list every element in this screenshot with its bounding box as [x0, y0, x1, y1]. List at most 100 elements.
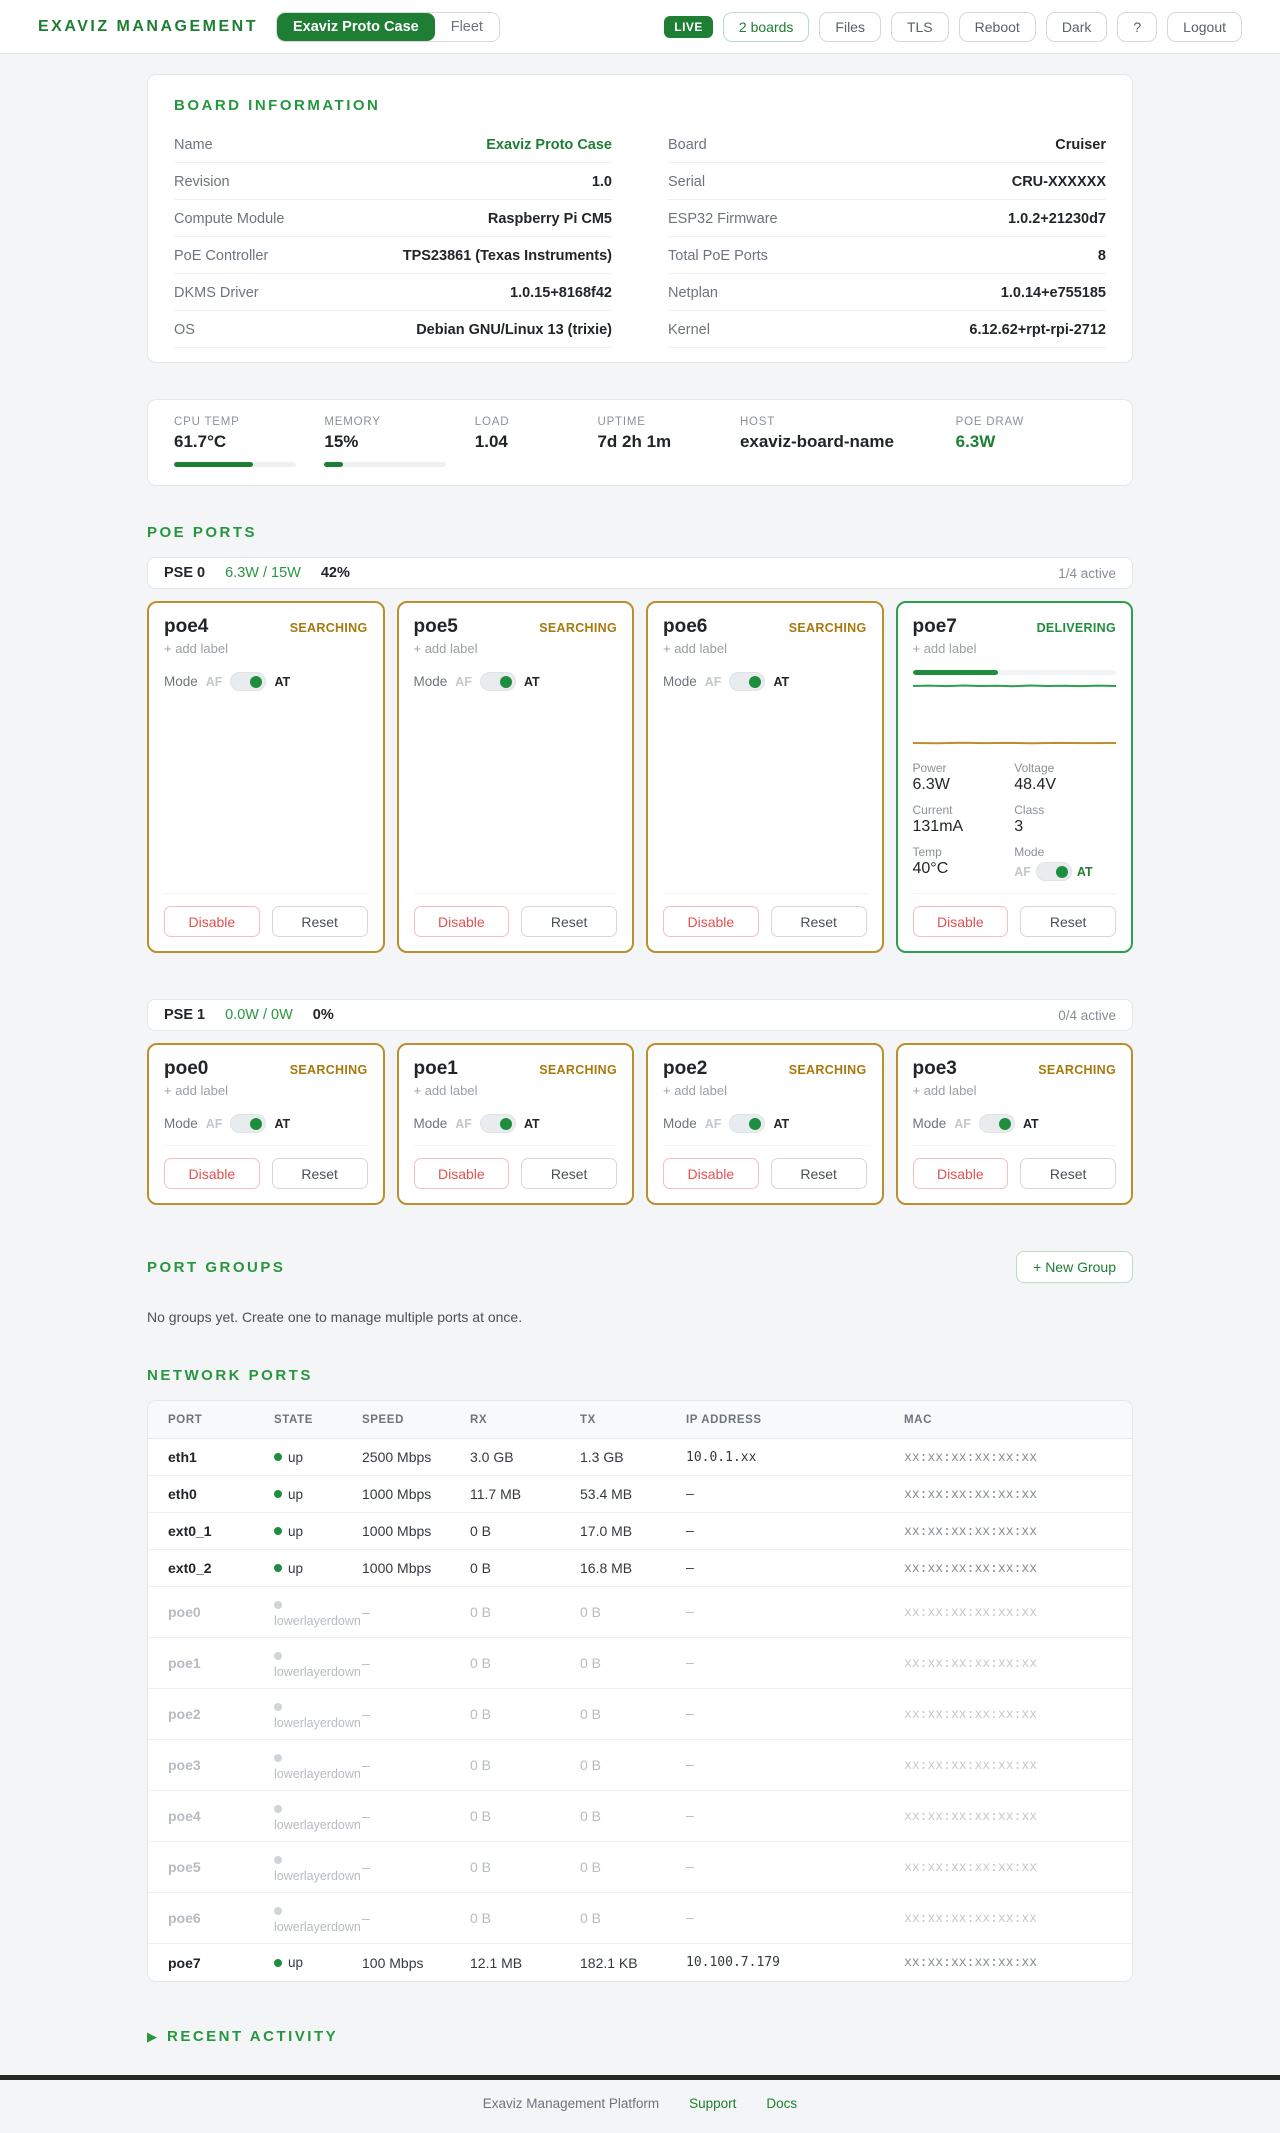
disable-button[interactable]: Disable: [663, 906, 759, 937]
reset-button[interactable]: Reset: [770, 906, 867, 937]
mode-toggle[interactable]: [1035, 862, 1072, 881]
tx-cell: 1.3 GB: [580, 1449, 624, 1465]
port-cell: ext0_1: [168, 1523, 212, 1539]
ip-cell: –: [686, 1706, 694, 1722]
reset-button[interactable]: Reset: [271, 1158, 368, 1189]
mode-toggle[interactable]: [479, 1114, 516, 1133]
support-link[interactable]: Support: [689, 2096, 737, 2111]
mode-toggle[interactable]: [479, 672, 516, 691]
disable-button[interactable]: Disable: [164, 1158, 260, 1189]
disable-button[interactable]: Disable: [912, 1158, 1009, 1189]
power-sparkline: [912, 684, 1116, 688]
help-button[interactable]: ?: [1117, 11, 1158, 42]
reset-button[interactable]: Reset: [521, 1158, 617, 1189]
mac-cell: xx:xx:xx:xx:xx:xx: [904, 1859, 1038, 1875]
port-card-poe1: poe1 SEARCHING + add label Mode AF AT Di…: [396, 1043, 634, 1205]
mac-cell: xx:xx:xx:xx:xx:xx: [904, 1910, 1038, 1926]
add-label-button[interactable]: + add label: [663, 641, 727, 656]
pse-name: PSE 1: [164, 1007, 206, 1023]
reset-button[interactable]: Reset: [271, 906, 368, 937]
disable-button[interactable]: Disable: [912, 906, 1009, 937]
stat-value: exaviz-board-name: [739, 432, 894, 451]
add-label-button[interactable]: + add label: [663, 1083, 727, 1098]
mac-cell: xx:xx:xx:xx:xx:xx: [904, 1560, 1038, 1576]
logout-button[interactable]: Logout: [1167, 11, 1242, 42]
stat-memory: MEMORY 15%: [324, 416, 474, 467]
tab-fleet[interactable]: Fleet: [434, 12, 499, 41]
add-label-button[interactable]: + add label: [912, 1083, 977, 1098]
network-ports-title: NETWORK PORTS: [147, 1367, 313, 1384]
add-label-button[interactable]: + add label: [164, 1083, 228, 1098]
info-row: OS Debian GNU/Linux 13 (trixie): [174, 311, 612, 348]
info-value: 1.0.2+21230d7: [1008, 211, 1106, 227]
info-value: Exaviz Proto Case: [486, 137, 612, 153]
state-cell: up: [274, 1450, 362, 1465]
mode-toggle[interactable]: [729, 1114, 766, 1133]
reset-button[interactable]: Reset: [521, 906, 617, 937]
boards-button[interactable]: 2 boards: [722, 11, 810, 42]
tab-exaviz-proto-case[interactable]: Exaviz Proto Case: [276, 12, 435, 41]
col-ip: IP ADDRESS: [686, 1413, 762, 1426]
disable-button[interactable]: Disable: [413, 1158, 510, 1189]
ip-cell: –: [686, 1604, 694, 1620]
tx-cell: 182.1 KB: [580, 1954, 638, 1971]
table-row-poe5: poe5 lowerlayerdown – 0 B 0 B – xx:xx:xx…: [148, 1842, 1132, 1893]
stat-value: 1.04: [474, 432, 508, 451]
reset-button[interactable]: Reset: [1020, 1158, 1116, 1189]
info-value: Cruiser: [1055, 137, 1106, 153]
add-label-button[interactable]: + add label: [413, 1083, 478, 1098]
pse-active-count: 0/4 active: [1058, 1007, 1116, 1023]
mode-toggle[interactable]: [978, 1114, 1015, 1133]
info-value: CRU-XXXXXX: [1011, 174, 1106, 190]
at-label: AT: [274, 1116, 291, 1131]
stat-label: Current: [912, 803, 953, 817]
table-row-poe1: poe1 lowerlayerdown – 0 B 0 B – xx:xx:xx…: [148, 1638, 1132, 1689]
add-label-button[interactable]: + add label: [912, 641, 977, 656]
ip-cell: –: [686, 1655, 694, 1671]
mode-label: Mode: [663, 674, 697, 689]
stat-value: 15%: [324, 432, 359, 451]
tx-cell: 0 B: [580, 1604, 602, 1620]
port-status: SEARCHING: [289, 621, 368, 635]
add-label-button[interactable]: + add label: [164, 641, 228, 656]
reboot-button[interactable]: Reboot: [958, 11, 1036, 42]
main-content: BOARD INFORMATION Name Exaviz Proto Case…: [147, 54, 1133, 2075]
state-cell: lowerlayerdown: [274, 1849, 362, 1884]
files-button[interactable]: Files: [819, 11, 881, 42]
disable-button[interactable]: Disable: [413, 906, 510, 937]
add-label-button[interactable]: + add label: [413, 641, 478, 656]
mode-toggle[interactable]: [729, 672, 766, 691]
mode-toggle[interactable]: [230, 1114, 267, 1133]
docs-link[interactable]: Docs: [766, 2096, 798, 2111]
stat-label: HOST: [739, 416, 776, 428]
disable-button[interactable]: Disable: [164, 906, 260, 937]
pse-power: 0.0W / 0W: [225, 1007, 293, 1023]
toggle-knob: [1055, 865, 1068, 878]
mode-toggle[interactable]: [230, 672, 267, 691]
table-row-eth1: eth1 up 2500 Mbps 3.0 GB 1.3 GB 10.0.1.x…: [148, 1439, 1132, 1476]
recent-activity-toggle[interactable]: ▶ RECENT ACTIVITY: [147, 2028, 1133, 2045]
mac-cell: xx:xx:xx:xx:xx:xx: [904, 1449, 1038, 1465]
reset-button[interactable]: Reset: [770, 1158, 867, 1189]
stat-value: 61.7°C: [174, 432, 227, 451]
new-group-button[interactable]: + New Group: [1016, 1251, 1133, 1283]
at-label: AT: [274, 674, 291, 689]
port-cell: poe7: [168, 1954, 201, 1971]
stat-value: 131mA: [912, 818, 964, 835]
port-cell: poe0: [168, 1604, 201, 1620]
stat-label: LOAD: [474, 416, 510, 428]
at-label: AT: [1076, 864, 1093, 879]
info-value: 6.12.62+rpt-rpi-2712: [969, 322, 1106, 338]
info-label: Total PoE Ports: [668, 248, 768, 264]
tx-cell: 0 B: [580, 1655, 602, 1671]
disable-button[interactable]: Disable: [663, 1158, 759, 1189]
reset-button[interactable]: Reset: [1020, 906, 1116, 937]
dark-mode-button[interactable]: Dark: [1045, 11, 1108, 42]
board-info-right-column: Board Cruiser Serial CRU-XXXXXX ESP32 Fi…: [668, 126, 1106, 348]
info-row: Serial CRU-XXXXXX: [668, 163, 1106, 200]
tls-button[interactable]: TLS: [890, 11, 949, 42]
poe-ports-title: POE PORTS: [147, 524, 258, 541]
port-card-poe0: poe0 SEARCHING + add label Mode AF AT Di…: [147, 1043, 385, 1205]
col-mac: MAC: [904, 1413, 932, 1426]
port-card-poe4: poe4 SEARCHING + add label Mode AF AT Di…: [147, 601, 385, 953]
